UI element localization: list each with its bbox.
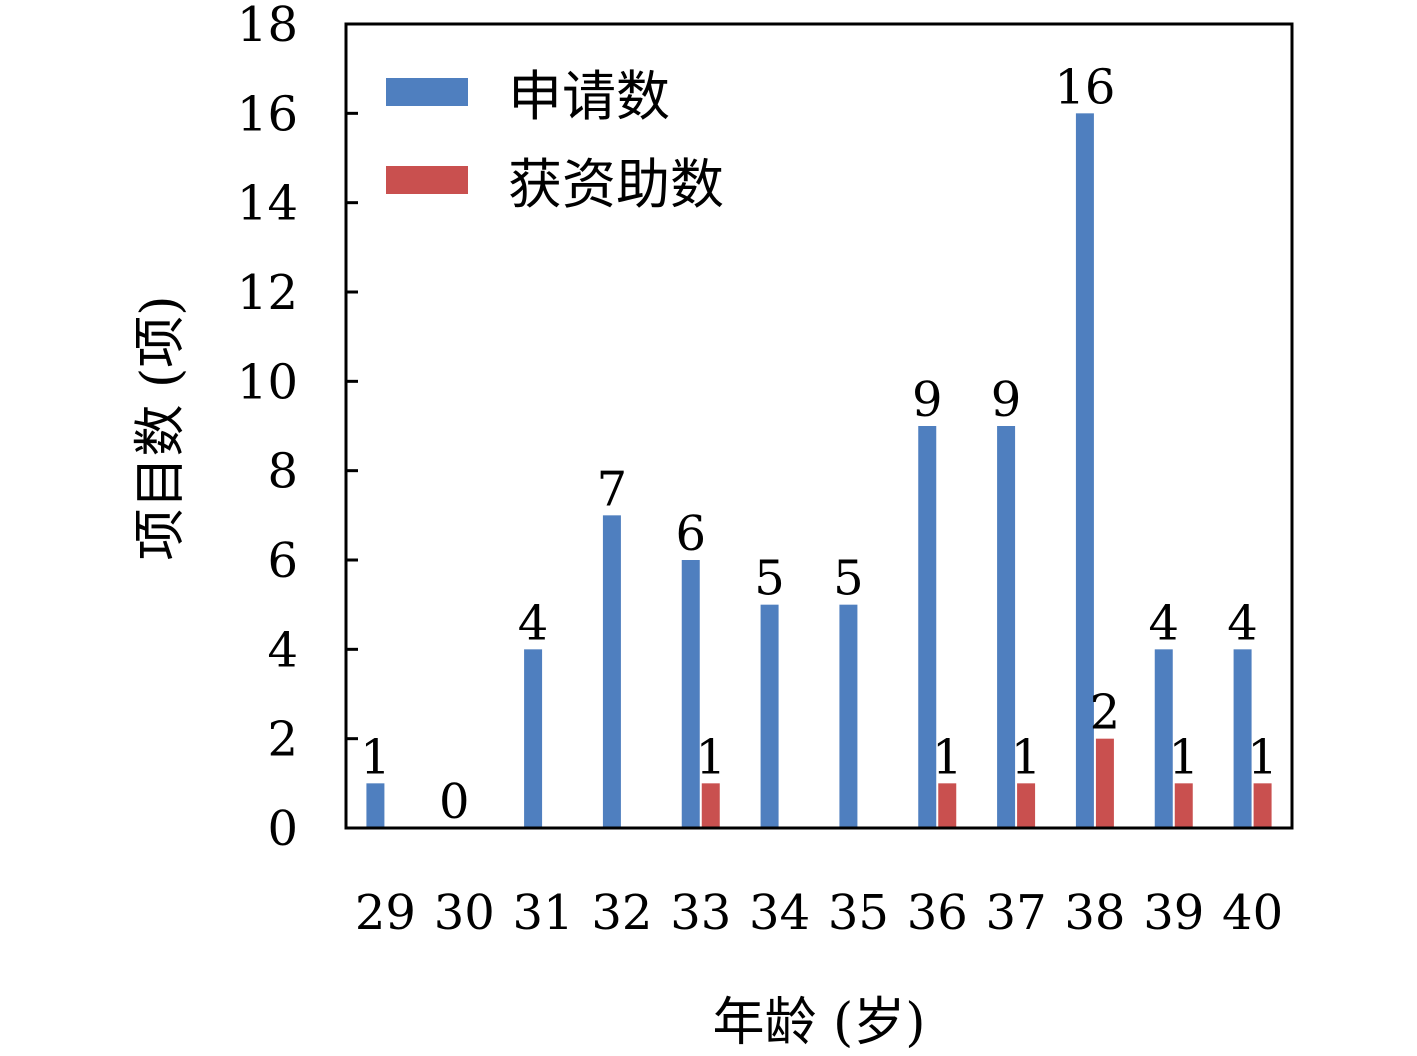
data-label-funded-39: 1 (1168, 729, 1199, 785)
data-label-funded-38: 2 (1090, 685, 1121, 741)
data-label-applications-38: 16 (1054, 59, 1115, 115)
y-tick-label: 6 (267, 533, 298, 589)
y-tick-label: 2 (267, 712, 298, 768)
bar-funded-40 (1253, 783, 1272, 828)
y-tick-label: 14 (237, 176, 298, 232)
x-axis: 29 30 31 32 33 34 35 36 37 38 39 40 (355, 885, 1283, 941)
bar-funded-39 (1174, 783, 1193, 828)
bar-applications-31 (524, 649, 543, 828)
y-tick-label: 18 (237, 0, 298, 53)
data-label-funded-36: 1 (932, 729, 963, 785)
bar-applications-33 (681, 560, 700, 828)
bar-applications-40 (1233, 649, 1252, 828)
legend-label-funded: 获资助数 (508, 153, 724, 216)
x-tick-label: 37 (986, 885, 1047, 941)
x-axis-label: 年龄 (岁) (712, 993, 925, 1053)
bar-funded-37 (1017, 783, 1036, 828)
bar-applications-35 (839, 604, 858, 828)
bar-funded-36 (938, 783, 957, 828)
x-tick-label: 34 (749, 885, 810, 941)
x-tick-label: 35 (828, 885, 889, 941)
x-tick-label: 40 (1222, 885, 1283, 941)
legend-label-applications: 申请数 (508, 65, 670, 128)
x-tick-label: 30 (434, 885, 495, 941)
bar-applications-39 (1154, 649, 1173, 828)
data-label-applications-29: 1 (360, 729, 391, 785)
legend-swatch-funded (386, 166, 468, 194)
bar-applications-36 (918, 426, 937, 828)
data-label-applications-31: 4 (518, 595, 549, 651)
y-tick-label: 10 (237, 354, 298, 410)
data-label-applications-34: 5 (754, 551, 785, 607)
y-axis: 0 2 4 6 8 10 12 14 16 18 (237, 0, 358, 857)
y-tick-label: 12 (237, 265, 298, 321)
bar-applications-32 (602, 515, 621, 828)
bar-applications-37 (997, 426, 1016, 828)
data-label-applications-39: 4 (1148, 595, 1179, 651)
x-tick-label: 36 (907, 885, 968, 941)
data-label-applications-35: 5 (833, 551, 864, 607)
data-label-applications-40: 4 (1227, 595, 1258, 651)
data-label-applications-37: 9 (991, 372, 1022, 428)
data-label-funded-33: 1 (695, 729, 726, 785)
x-tick-label: 39 (1143, 885, 1204, 941)
data-label-funded-40: 1 (1247, 729, 1278, 785)
plot-frame (344, 22, 1294, 830)
bar-applications-38 (1075, 113, 1094, 829)
x-tick-label: 33 (670, 885, 731, 941)
x-tick-label: 32 (591, 885, 652, 941)
legend-swatch-applications (386, 78, 468, 106)
data-label-funded-37: 1 (1011, 729, 1042, 785)
bar-funded-33 (701, 783, 720, 828)
bar-applications-29 (366, 783, 385, 828)
y-tick-label: 4 (267, 622, 298, 678)
y-axis-label: 项目数 (项) (131, 295, 191, 560)
x-tick-label: 31 (513, 885, 574, 941)
y-tick-label: 0 (267, 801, 298, 857)
bars-layer (366, 113, 1272, 829)
data-label-applications-32: 7 (597, 461, 628, 517)
data-label-applications-30: 0 (439, 774, 470, 830)
bar-funded-38 (1095, 738, 1114, 828)
legend: 申请数 获资助数 (386, 65, 724, 216)
data-label-applications-36: 9 (912, 372, 943, 428)
x-tick-label: 29 (355, 885, 416, 941)
data-label-applications-33: 6 (675, 506, 706, 562)
bar-applications-34 (760, 604, 779, 828)
x-tick-label: 38 (1064, 885, 1125, 941)
y-tick-label: 8 (267, 444, 298, 500)
y-tick-label: 16 (237, 86, 298, 142)
